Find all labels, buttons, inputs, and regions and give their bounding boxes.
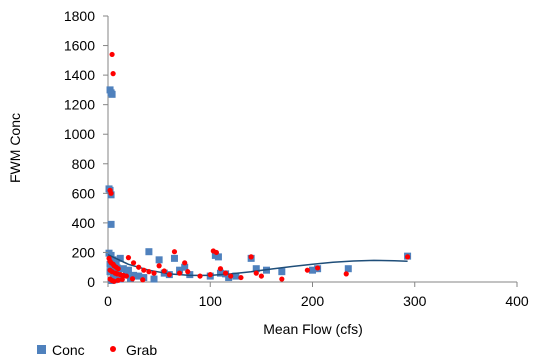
grab-point [228,273,234,279]
grab-point [238,274,244,281]
y-axis-ticks: 0 200 400 600 800 1000 1200 1400 1600 1800 [64,8,108,290]
grab-point [176,270,183,276]
conc-point [176,266,184,274]
conc-point [186,271,194,279]
legend-label-grab: Grab [126,342,157,358]
y-tick-label: 600 [72,185,96,201]
y-tick-label: 1200 [64,97,95,113]
conc-point [344,265,352,273]
y-tick-label: 800 [72,156,96,172]
grab-point [343,271,349,277]
y-tick-label: 0 [87,274,95,290]
conc-point [214,253,222,261]
conc-point [150,275,158,283]
conc-point [309,266,316,274]
grab-point [125,255,132,261]
legend-marker-conc [37,345,46,354]
conc-point [108,90,116,98]
conc-point [119,265,127,273]
conc-point [278,268,286,276]
conc-point [232,272,240,280]
conc-point [135,272,143,280]
grab-point [197,273,203,279]
x-tick-label: 0 [104,293,112,309]
legend: Conc Grab [37,342,157,358]
grab-point [182,260,188,266]
y-tick-label: 1600 [64,38,95,54]
grab-point [140,277,146,283]
grab-point [108,190,114,196]
grab-point [258,273,264,279]
grab-point [279,276,285,282]
grab-point [109,51,115,58]
conc-point [252,265,260,273]
y-tick-label: 1800 [64,8,95,24]
grab-point [146,269,152,275]
conc-point [216,269,224,277]
y-tick-label: 1400 [64,67,95,83]
grab-point [156,263,162,269]
grab-point [207,272,213,278]
conc-point [112,257,120,265]
conc-point [181,263,189,271]
grab-point [253,270,259,276]
conc-trendline [107,254,408,277]
grab-point [404,254,411,260]
plot-area [105,16,517,285]
grab-point [161,268,167,274]
grab-point [129,276,136,282]
y-tick-label: 400 [72,215,96,231]
grab-point [171,249,178,255]
grab-point [213,249,219,256]
y-tick-label: 200 [72,244,96,260]
x-tick-label: 100 [199,293,223,309]
grab-point [166,272,172,278]
y-axis-title: FWM Conc [7,113,23,183]
conc-point [170,254,178,262]
grab-point [248,254,254,260]
grab-point [123,273,130,279]
grab-point [304,267,310,273]
conc-point [124,266,132,274]
x-axis-title: Mean Flow (cfs) [263,321,363,337]
grab-point [217,266,224,272]
grab-point [141,267,147,273]
grab-point [136,264,142,270]
grab-point [119,276,125,282]
legend-label-conc: Conc [52,342,85,358]
conc-point [145,248,153,256]
conc-point [116,254,124,262]
x-tick-label: 300 [403,293,427,309]
grab-point [130,260,137,266]
grab-point [315,265,321,271]
conc-point [107,220,115,228]
x-tick-label: 200 [301,293,325,309]
grab-point [111,278,117,284]
y-tick-label: 1000 [64,126,95,142]
grab-point [151,270,157,276]
grab-point [115,266,121,272]
x-axis-ticks: 0 100 200 300 400 [104,282,529,309]
grab-point [185,269,191,275]
x-tick-label: 400 [505,293,529,309]
grab-point [115,277,121,283]
legend-marker-grab [110,346,116,352]
grab-point [110,71,116,77]
grab-point [222,270,229,276]
conc-point [155,256,163,264]
